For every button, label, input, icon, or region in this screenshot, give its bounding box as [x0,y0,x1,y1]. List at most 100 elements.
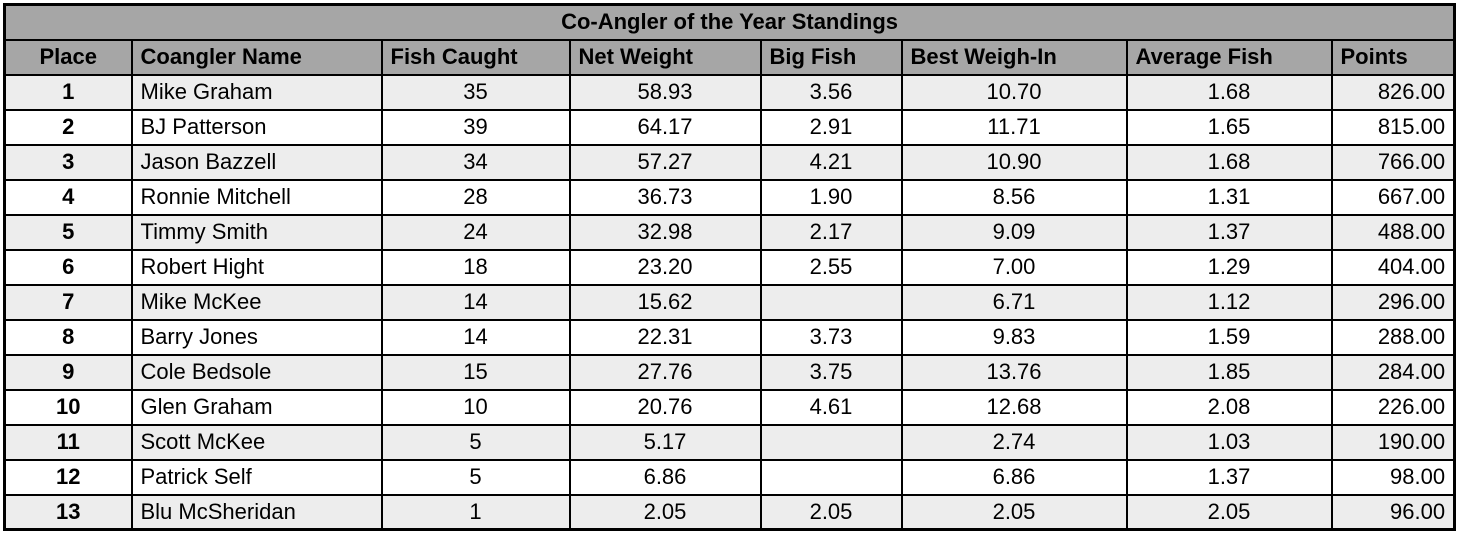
cell-points: 826.00 [1330,73,1456,111]
cell-average_fish: 1.29 [1125,248,1333,286]
cell-place: 1 [3,73,133,111]
cell-big_fish: 2.05 [759,493,903,531]
table-row: 10 Glen Graham 10 20.76 4.61 12.68 2.08 226.00 [3,388,1456,426]
cell-name: Timmy Smith [130,213,383,251]
table-row: 6 Robert Hight 18 23.20 2.55 7.00 1.29 404.00 [3,248,1456,286]
cell-best_weigh_in: 6.86 [900,458,1128,496]
cell-place: 12 [3,458,133,496]
cell-best_weigh_in: 10.90 [900,143,1128,181]
cell-big_fish: 2.17 [759,213,903,251]
cell-fish_caught: 34 [380,143,571,181]
cell-net_weight: 57.27 [568,143,762,181]
cell-average_fish: 2.05 [1125,493,1333,531]
cell-big_fish: 3.56 [759,73,903,111]
header-row: Place Coangler Name Fish Caught Net Weight B… [3,38,1456,76]
cell-name: Robert Hight [130,248,383,286]
cell-average_fish: 1.68 [1125,143,1333,181]
cell-best_weigh_in: 9.09 [900,213,1128,251]
cell-name: Scott McKee [130,423,383,461]
cell-place: 3 [3,143,133,181]
cell-net_weight: 23.20 [568,248,762,286]
cell-average_fish: 1.37 [1125,458,1333,496]
cell-best_weigh_in: 9.83 [900,318,1128,356]
table-row: 1 Mike Graham 35 58.93 3.56 10.70 1.68 826.00 [3,73,1456,111]
cell-average_fish: 1.37 [1125,213,1333,251]
cell-fish_caught: 18 [380,248,571,286]
cell-fish_caught: 1 [380,493,571,531]
cell-fish_caught: 5 [380,423,571,461]
cell-name: Patrick Self [130,458,383,496]
cell-fish_caught: 5 [380,458,571,496]
cell-net_weight: 22.31 [568,318,762,356]
cell-points: 284.00 [1330,353,1456,391]
cell-best_weigh_in: 2.05 [900,493,1128,531]
title-row: Co-Angler of the Year Standings [3,3,1456,41]
cell-points: 226.00 [1330,388,1456,426]
cell-average_fish: 1.68 [1125,73,1333,111]
cell-fish_caught: 14 [380,318,571,356]
cell-fish_caught: 14 [380,283,571,321]
cell-best_weigh_in: 2.74 [900,423,1128,461]
cell-place: 10 [3,388,133,426]
cell-points: 96.00 [1330,493,1456,531]
cell-points: 404.00 [1330,248,1456,286]
cell-net_weight: 15.62 [568,283,762,321]
cell-fish_caught: 15 [380,353,571,391]
table-title: Co-Angler of the Year Standings [3,3,1456,41]
cell-fish_caught: 35 [380,73,571,111]
cell-average_fish: 1.85 [1125,353,1333,391]
cell-big_fish: 4.61 [759,388,903,426]
cell-net_weight: 36.73 [568,178,762,216]
cell-points: 190.00 [1330,423,1456,461]
column-header-fish_caught: Fish Caught [380,38,571,76]
cell-place: 13 [3,493,133,531]
table-row: 4 Ronnie Mitchell 28 36.73 1.90 8.56 1.31 667.0… [3,178,1456,216]
cell-place: 11 [3,423,133,461]
cell-net_weight: 5.17 [568,423,762,461]
column-header-points: Points [1330,38,1456,76]
cell-big_fish [759,458,903,496]
cell-place: 6 [3,248,133,286]
cell-name: Glen Graham [130,388,383,426]
cell-average_fish: 1.03 [1125,423,1333,461]
cell-points: 667.00 [1330,178,1456,216]
cell-big_fish: 4.21 [759,143,903,181]
cell-place: 9 [3,353,133,391]
column-header-best_weigh_in: Best Weigh-In [900,38,1128,76]
cell-net_weight: 64.17 [568,108,762,146]
cell-fish_caught: 28 [380,178,571,216]
standings-table: Co-Angler of the Year Standings Place Coa… [3,3,1457,531]
cell-name: Blu McSheridan [130,493,383,531]
table-row: 3 Jason Bazzell 34 57.27 4.21 10.90 1.68 766.00 [3,143,1456,181]
cell-points: 288.00 [1330,318,1456,356]
table-row: 9 Cole Bedsole 15 27.76 3.75 13.76 1.85 284.00 [3,353,1456,391]
cell-name: Mike McKee [130,283,383,321]
cell-net_weight: 32.98 [568,213,762,251]
table-row: 11 Scott McKee 5 5.17 2.74 1.03 190.00 [3,423,1456,461]
cell-net_weight: 20.76 [568,388,762,426]
cell-place: 4 [3,178,133,216]
table-row: 8 Barry Jones 14 22.31 3.73 9.83 1.59 288.00 [3,318,1456,356]
table-row: 5 Timmy Smith 24 32.98 2.17 9.09 1.37 488.00 [3,213,1456,251]
cell-fish_caught: 10 [380,388,571,426]
cell-place: 7 [3,283,133,321]
cell-points: 766.00 [1330,143,1456,181]
cell-big_fish: 2.91 [759,108,903,146]
cell-points: 98.00 [1330,458,1456,496]
cell-net_weight: 27.76 [568,353,762,391]
cell-big_fish: 3.75 [759,353,903,391]
cell-points: 296.00 [1330,283,1456,321]
column-header-name: Coangler Name [130,38,383,76]
column-header-average_fish: Average Fish [1125,38,1333,76]
cell-best_weigh_in: 11.71 [900,108,1128,146]
cell-best_weigh_in: 6.71 [900,283,1128,321]
cell-name: Cole Bedsole [130,353,383,391]
column-header-big_fish: Big Fish [759,38,903,76]
cell-best_weigh_in: 7.00 [900,248,1128,286]
cell-points: 815.00 [1330,108,1456,146]
cell-net_weight: 58.93 [568,73,762,111]
cell-fish_caught: 24 [380,213,571,251]
cell-big_fish: 1.90 [759,178,903,216]
cell-big_fish: 2.55 [759,248,903,286]
